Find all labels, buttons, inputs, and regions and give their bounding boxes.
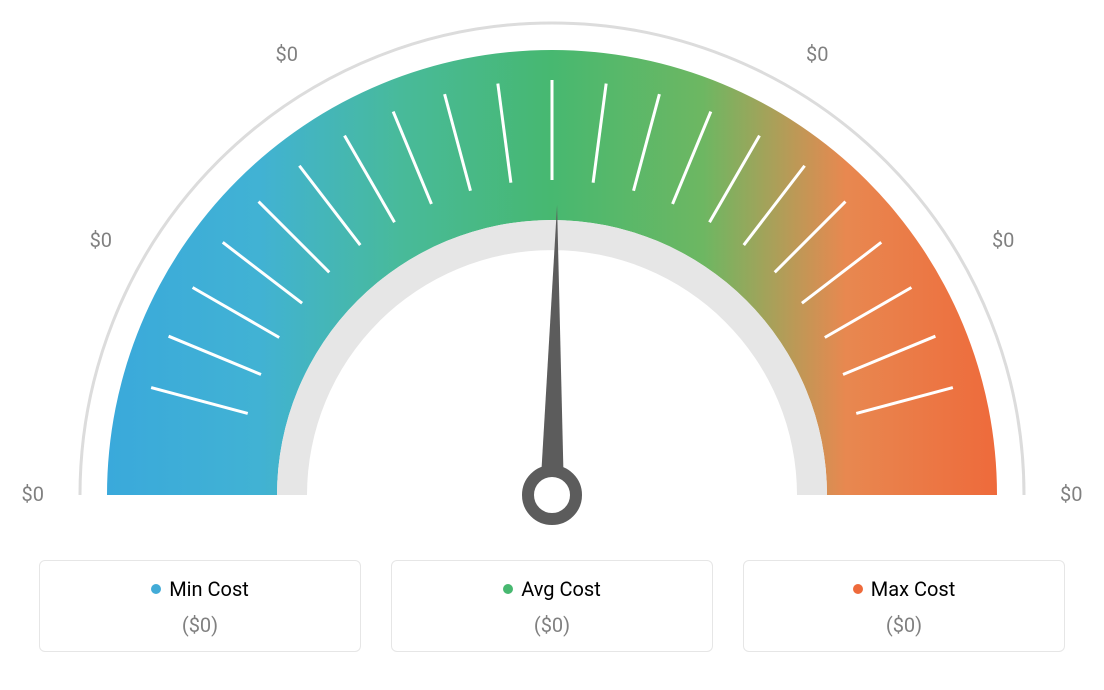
legend-min-dot — [151, 584, 161, 594]
gauge-svg: $0$0$0$0$0$0$0 — [0, 0, 1104, 560]
legend-min-label: Min Cost — [40, 577, 360, 601]
legend-min-value: ($0) — [40, 613, 360, 637]
legend-row: Min Cost ($0) Avg Cost ($0) Max Cost ($0… — [0, 560, 1104, 652]
legend-min-text: Min Cost — [169, 577, 249, 601]
legend-max-value: ($0) — [744, 613, 1064, 637]
legend-max-text: Max Cost — [871, 577, 956, 601]
cost-gauge-chart: $0$0$0$0$0$0$0 Min Cost ($0) Avg Cost ($… — [0, 0, 1104, 690]
gauge-tick-label: $0 — [22, 482, 44, 506]
legend-max-dot — [853, 584, 863, 594]
legend-max-label: Max Cost — [744, 577, 1064, 601]
legend-avg-text: Avg Cost — [521, 577, 601, 601]
legend-max-cost: Max Cost ($0) — [743, 560, 1065, 652]
legend-min-cost: Min Cost ($0) — [39, 560, 361, 652]
gauge-hub — [528, 471, 576, 519]
legend-avg-value: ($0) — [392, 613, 712, 637]
legend-avg-cost: Avg Cost ($0) — [391, 560, 713, 652]
legend-avg-dot — [503, 584, 513, 594]
gauge-tick-label: $0 — [90, 228, 112, 252]
gauge-tick-label: $0 — [992, 228, 1014, 252]
gauge-tick-label: $0 — [276, 42, 298, 66]
legend-avg-label: Avg Cost — [392, 577, 712, 601]
gauge-tick-label: $0 — [806, 42, 828, 66]
gauge-tick-label: $0 — [1060, 482, 1082, 506]
